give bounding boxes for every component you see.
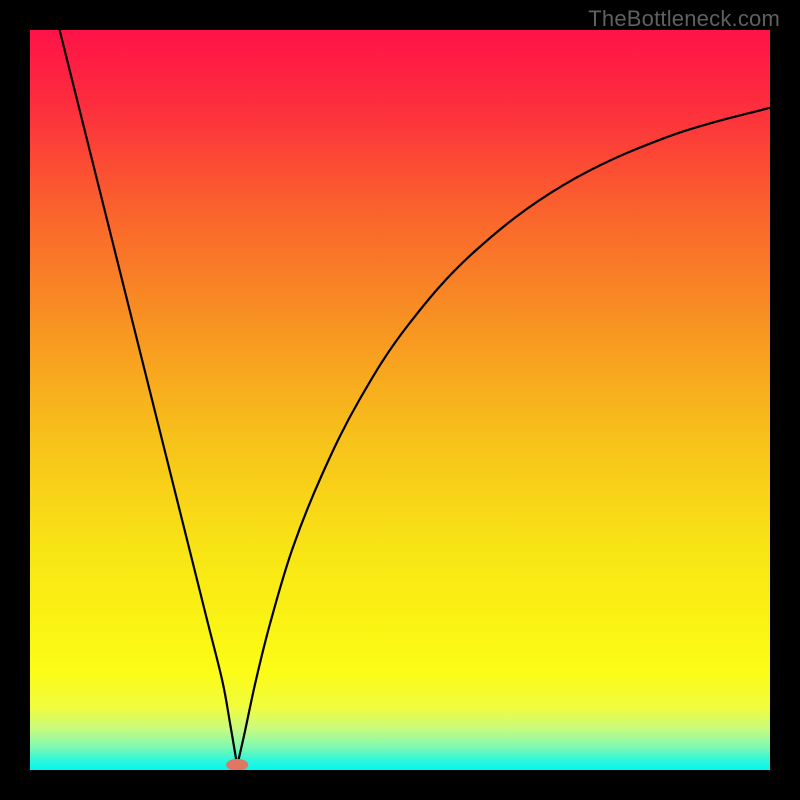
watermark-text: TheBottleneck.com xyxy=(588,6,780,32)
bottleneck-chart-svg xyxy=(30,30,770,770)
plot-area xyxy=(30,30,770,770)
